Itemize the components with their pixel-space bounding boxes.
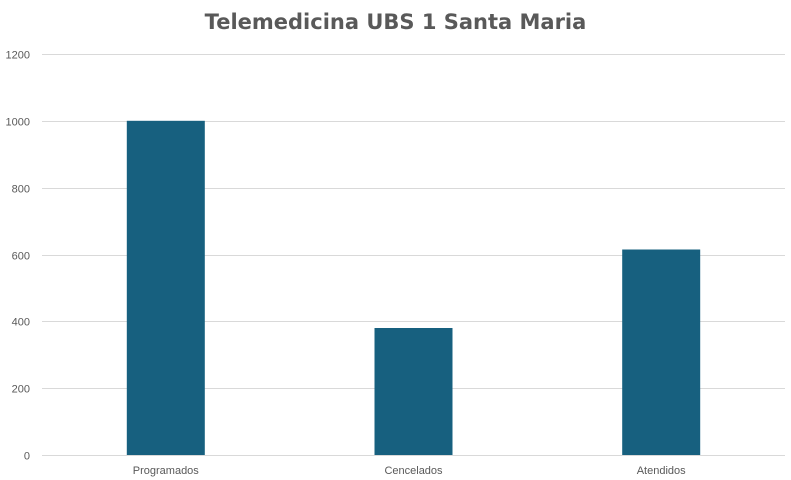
bars <box>126 120 701 456</box>
y-tick-label: 200 <box>12 384 30 396</box>
bar-programados <box>126 120 205 456</box>
x-tick-label: Atendidos <box>637 465 686 477</box>
x-tick-label: Programados <box>133 465 200 477</box>
bar-atendidos <box>622 249 701 455</box>
y-tick-label: 1200 <box>6 50 30 62</box>
y-tick-label: 400 <box>12 317 30 329</box>
y-tick-label: 0 <box>24 451 30 463</box>
y-tick-label: 1000 <box>6 117 30 129</box>
y-tick-label: 800 <box>12 184 30 196</box>
x-axis-tick-labels: Programados Cencelados Atendidos <box>133 465 686 477</box>
bar-cencelados <box>374 328 453 455</box>
y-tick-label: 600 <box>12 251 30 263</box>
chart-title: Telemedicina UBS 1 Santa Maria <box>204 10 587 34</box>
y-axis-tick-labels: 0 200 400 600 800 1000 1200 <box>6 50 30 463</box>
x-tick-label: Cencelados <box>384 465 443 477</box>
